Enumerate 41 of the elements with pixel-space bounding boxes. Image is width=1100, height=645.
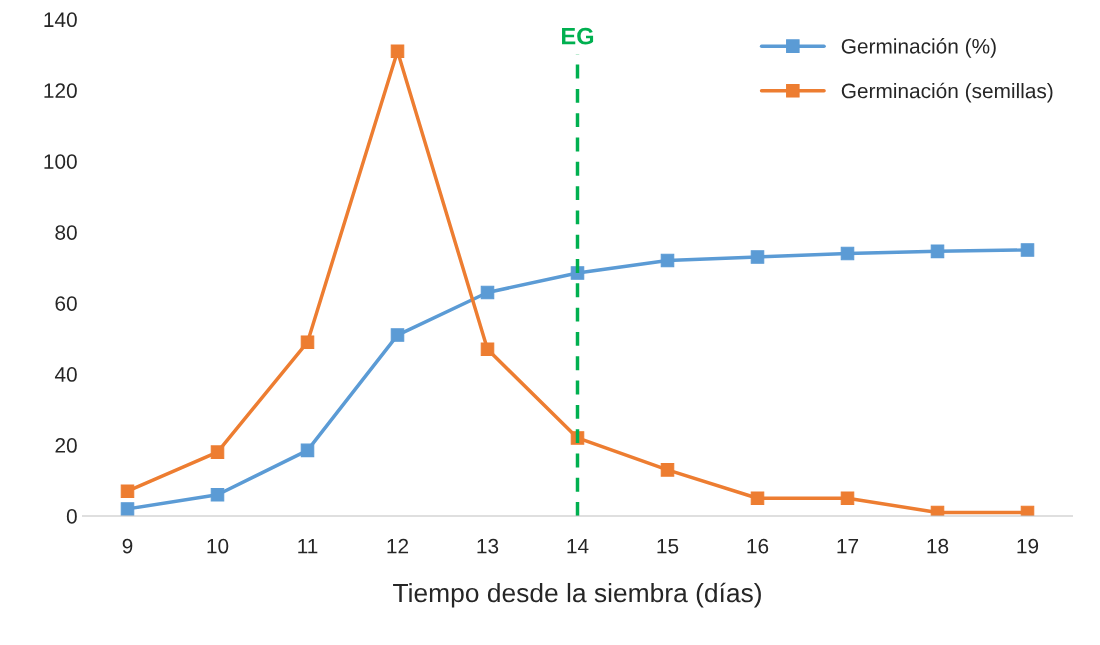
- point: [750, 250, 765, 264]
- point: [300, 443, 315, 458]
- x-axis-title: Tiempo desde la siembra (días): [393, 582, 761, 608]
- legend-label: Germinación (%): [841, 38, 996, 58]
- x-tick-label: 18: [927, 538, 949, 554]
- legend-label: Germinación (semillas): [841, 82, 1053, 103]
- point: [300, 335, 315, 349]
- x-tick-label: 12: [387, 538, 409, 554]
- ref-line-label: EG: [562, 27, 594, 45]
- y-tick-label: 140: [44, 12, 77, 28]
- x-tick-label: 15: [657, 538, 679, 554]
- point: [750, 491, 765, 506]
- point: [390, 44, 405, 59]
- x-tick-label: 9: [122, 538, 133, 554]
- x-tick-label: 19: [1017, 538, 1039, 554]
- y-tick-label: 80: [55, 225, 77, 240]
- y-tick-label: 0: [66, 509, 77, 524]
- y-tick-label: 100: [44, 154, 77, 169]
- x-tick-label: 11: [298, 538, 318, 554]
- x-tick-label: 16: [747, 538, 769, 554]
- point: [120, 502, 135, 516]
- x-tick-label: 13: [477, 538, 499, 554]
- x-tick-label: 10: [207, 538, 229, 554]
- point: [120, 484, 135, 498]
- point: [390, 328, 405, 342]
- point: [840, 491, 855, 506]
- point: [480, 285, 495, 300]
- point: [210, 487, 225, 502]
- y-tick-label: 120: [44, 83, 77, 99]
- x-tick-label: 17: [837, 538, 859, 554]
- x-tick-label: 14: [567, 538, 589, 554]
- point: [1020, 243, 1035, 257]
- point: [480, 342, 495, 357]
- point: [210, 445, 225, 459]
- point: [840, 246, 855, 261]
- point: [660, 463, 675, 477]
- y-tick-label: 60: [55, 296, 77, 311]
- point: [660, 253, 675, 268]
- y-tick-label: 40: [54, 367, 77, 382]
- y-tick-label: 20: [55, 438, 77, 453]
- point: [930, 244, 945, 259]
